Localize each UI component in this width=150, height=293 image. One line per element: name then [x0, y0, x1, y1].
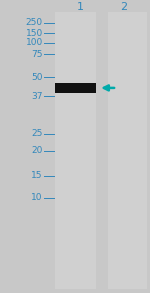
- Text: 10: 10: [31, 193, 43, 202]
- Text: 100: 100: [26, 38, 43, 47]
- Text: 1: 1: [77, 2, 84, 12]
- Bar: [55, 12, 96, 289]
- Text: 75: 75: [31, 50, 43, 59]
- Text: 25: 25: [31, 130, 43, 138]
- Bar: [108, 12, 147, 289]
- Text: 2: 2: [120, 2, 127, 12]
- Text: 50: 50: [31, 73, 43, 81]
- Text: 150: 150: [26, 29, 43, 38]
- Text: 250: 250: [26, 18, 43, 27]
- Text: 20: 20: [31, 146, 43, 155]
- Text: 37: 37: [31, 92, 43, 100]
- Text: 15: 15: [31, 171, 43, 180]
- Bar: [55, 83, 96, 93]
